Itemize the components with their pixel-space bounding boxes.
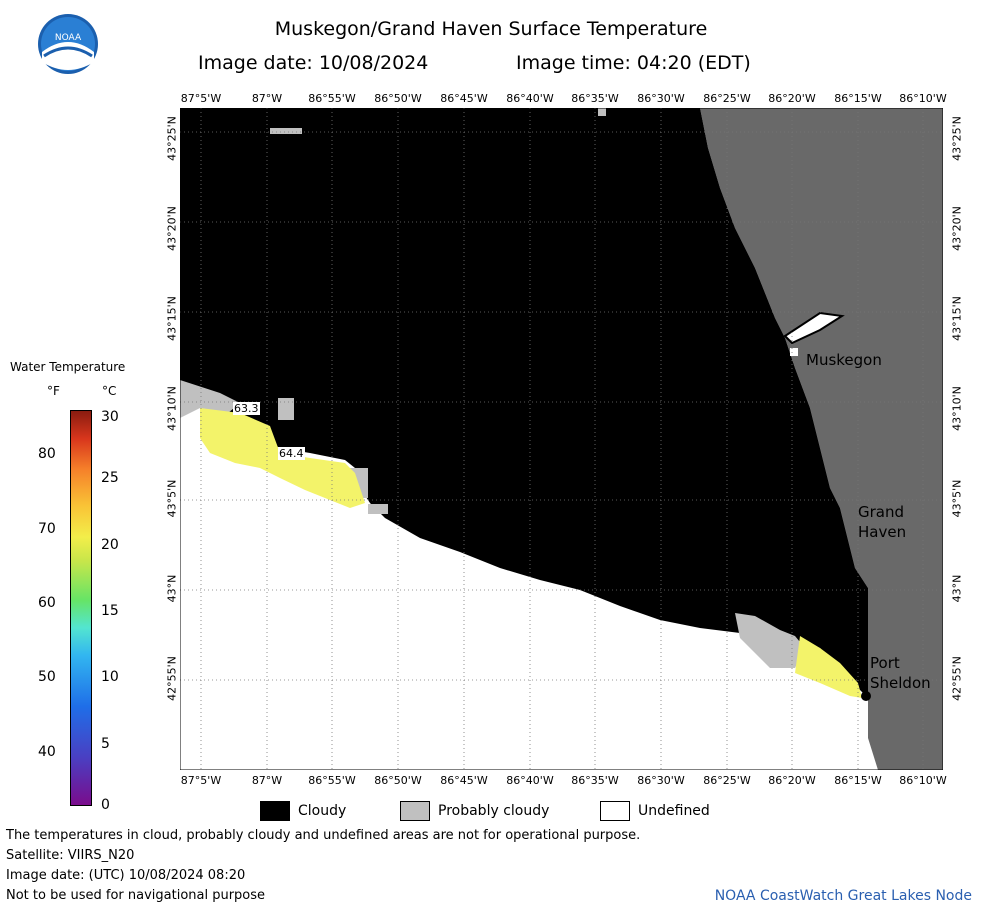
temperature-map — [180, 108, 943, 770]
colorbar-c-tick: 25 — [101, 470, 119, 486]
colorbar-f-tick: 80 — [38, 446, 56, 462]
colorbar-c-tick: 10 — [101, 669, 119, 685]
image-time: Image time: 04:20 (EDT) — [516, 52, 751, 74]
credit-link[interactable]: NOAA CoastWatch Great Lakes Node — [714, 888, 972, 904]
lon-tick: 87°5'W — [180, 774, 222, 787]
lon-tick: 86°15'W — [834, 774, 882, 787]
probably-cloudy-area — [180, 380, 240, 418]
lat-tick: 43°10'N — [165, 386, 179, 431]
legend-swatch-cloudy — [260, 801, 290, 821]
lat-tick: 42°55'N — [165, 656, 179, 701]
lat-tick: 43°15'N — [950, 296, 964, 341]
lon-tick: 87°W — [251, 92, 283, 105]
city-label-grand: Grand — [858, 503, 905, 521]
lon-tick: 86°50'W — [374, 92, 422, 105]
lon-tick: 87°W — [251, 774, 283, 787]
legend-label-probably-cloudy: Probably cloudy — [438, 803, 550, 819]
lon-tick: 86°55'W — [308, 774, 356, 787]
lon-tick: 87°5'W — [180, 92, 222, 105]
colorbar-c-tick: 30 — [101, 409, 119, 425]
lat-tick: 43°25'N — [165, 116, 179, 161]
lon-tick: 86°20'W — [768, 774, 816, 787]
lon-tick: 86°50'W — [374, 774, 422, 787]
lon-tick: 86°15'W — [834, 92, 882, 105]
unit-fahrenheit: °F — [47, 384, 60, 398]
lat-tick: 43°15'N — [165, 296, 179, 341]
footer-satellite: Satellite: VIIRS_N20 — [6, 848, 135, 863]
image-date: Image date: 10/08/2024 — [198, 52, 429, 74]
port-sheldon-marker — [861, 691, 871, 701]
lon-tick: 86°45'W — [440, 92, 488, 105]
unit-celsius: °C — [102, 384, 117, 398]
color-scale-bar — [70, 410, 92, 806]
noaa-logo: NOAA — [38, 14, 98, 74]
lon-tick: 86°30'W — [637, 774, 685, 787]
colorbar-f-tick: 50 — [38, 669, 56, 685]
lat-tick: 43°20'N — [165, 206, 179, 251]
lat-tick: 43°5'N — [950, 479, 964, 518]
city-label-port: Port — [870, 654, 900, 672]
city-label-haven: Haven — [858, 523, 907, 541]
lon-tick: 86°20'W — [768, 92, 816, 105]
legend-cloudy: Cloudy — [260, 801, 346, 821]
contour-label: 63.3 — [233, 402, 260, 415]
city-label-muskegon: Muskegon — [806, 351, 882, 369]
lat-tick: 43°N — [950, 574, 964, 603]
lon-tick: 86°35'W — [571, 774, 619, 787]
city-label-sheldon: Sheldon — [870, 674, 931, 692]
lon-tick: 86°40'W — [506, 774, 554, 787]
legend-swatch-probably-cloudy — [400, 801, 430, 821]
colorbar-f-tick: 60 — [38, 595, 56, 611]
lon-tick: 86°55'W — [308, 92, 356, 105]
lon-tick: 86°25'W — [703, 92, 751, 105]
lon-tick: 86°30'W — [637, 92, 685, 105]
noaa-logo-text: NOAA — [55, 33, 82, 43]
colorbar-c-tick: 20 — [101, 537, 119, 553]
cloud-area — [180, 108, 868, 698]
legend-probably-cloudy: Probably cloudy — [400, 801, 549, 821]
lon-tick: 86°45'W — [440, 774, 488, 787]
colorbar-c-tick: 0 — [101, 797, 110, 813]
footer-disclaimer: The temperatures in cloud, probably clou… — [6, 828, 641, 843]
lon-tick: 86°35'W — [571, 92, 619, 105]
legend-label-undefined: Undefined — [638, 803, 710, 819]
land-area — [700, 108, 943, 770]
colorbar-c-tick: 5 — [101, 736, 110, 752]
lat-tick: 42°55'N — [950, 656, 964, 701]
colorbar-f-tick: 40 — [38, 744, 56, 760]
contour-label: 64.4 — [278, 447, 305, 460]
legend-undefined: Undefined — [600, 801, 710, 821]
colorbar-c-tick: 15 — [101, 603, 119, 619]
legend-swatch-undefined — [600, 801, 630, 821]
map-title: Muskegon/Grand Haven Surface Temperature — [274, 18, 708, 40]
footer-utc-date: Image date: (UTC) 10/08/2024 08:20 — [6, 868, 246, 883]
lon-tick: 86°10'W — [899, 92, 947, 105]
lon-tick: 86°40'W — [506, 92, 554, 105]
lon-tick: 86°25'W — [703, 774, 751, 787]
lat-tick: 43°5'N — [165, 479, 179, 518]
colorbar-title: Water Temperature — [10, 360, 126, 374]
lat-tick: 43°10'N — [950, 386, 964, 431]
colorbar-f-tick: 70 — [38, 521, 56, 537]
legend-label-cloudy: Cloudy — [298, 803, 347, 819]
lat-tick: 43°25'N — [950, 116, 964, 161]
lat-tick: 43°20'N — [950, 206, 964, 251]
lon-tick: 86°10'W — [899, 774, 947, 787]
footer-navigation-warning: Not to be used for navigational purpose — [6, 888, 266, 903]
lat-tick: 43°N — [165, 574, 179, 603]
